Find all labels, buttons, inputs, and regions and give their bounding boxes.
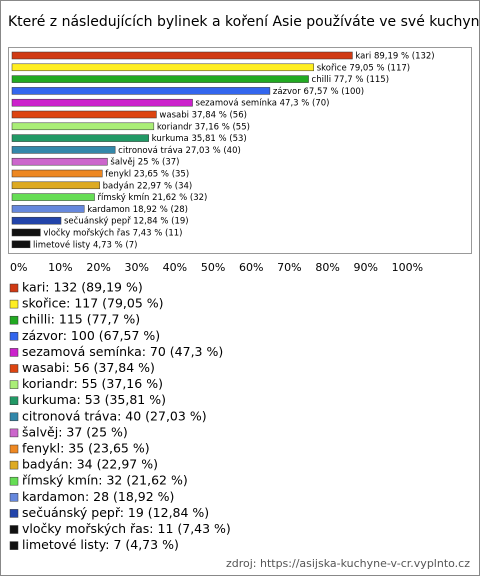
legend-marker	[9, 509, 19, 518]
bar	[11, 51, 353, 60]
legend-marker	[9, 493, 19, 502]
x-tick-label: 80%	[315, 261, 339, 274]
value-label: limetové listy 4,73 % (7)	[33, 239, 137, 250]
legend-label: fenykl: 35 (23,65 %)	[22, 441, 150, 456]
legend-label: kurkuma: 53 (35,81 %)	[22, 392, 166, 407]
x-tick-label: 30%	[125, 261, 149, 274]
legend-label: vločky mořských řas: 11 (7,43 %)	[22, 521, 231, 536]
bar	[11, 98, 193, 107]
legend-label: sečuánský pepř: 19 (12,84 %)	[22, 505, 209, 520]
legend-marker	[9, 444, 19, 454]
legend-label: badyán: 34 (22,97 %)	[22, 457, 158, 472]
legend-marker	[9, 428, 19, 438]
bar	[11, 75, 309, 83]
value-label: římský kmín 21,62 % (32)	[98, 193, 208, 203]
legend-label: římský kmín: 32 (21,62 %)	[22, 473, 188, 488]
bar	[11, 146, 116, 154]
legend-label: citronová tráva: 40 (27,03 %)	[22, 408, 207, 423]
value-label: sezamová semínka 47,3 % (70)	[196, 99, 330, 109]
value-label: chilli 77,7 % (115)	[312, 75, 389, 85]
legend-label: zázvor: 100 (67,57 %)	[22, 328, 160, 343]
bar	[11, 63, 314, 72]
value-label: kari 89,19 % (132)	[355, 52, 434, 62]
value-label: zázvor 67,57 % (100)	[273, 87, 364, 97]
bar	[11, 193, 95, 201]
bar	[11, 216, 62, 225]
legend-marker	[9, 396, 19, 405]
legend-marker	[9, 412, 19, 422]
x-tick-label: 0%	[10, 261, 27, 274]
legend-marker	[9, 380, 19, 389]
x-tick-label: 70%	[277, 261, 301, 274]
x-tick-label: 50%	[201, 261, 225, 274]
x-tick-label: 10%	[48, 261, 72, 274]
bar	[11, 181, 100, 190]
value-label: citronová tráva 27,03 % (40)	[118, 146, 241, 156]
bar	[11, 134, 149, 142]
legend-marker	[9, 348, 19, 357]
bar	[11, 110, 157, 119]
legend-label: skořice: 117 (79,05 %)	[22, 296, 164, 311]
bar	[11, 157, 108, 166]
bar	[11, 240, 31, 249]
legend-marker	[9, 315, 19, 325]
value-label: wasabi 37,84 % (56)	[159, 111, 247, 121]
legend-marker	[9, 364, 19, 373]
bar	[11, 87, 271, 95]
x-tick-label: 20%	[86, 261, 110, 274]
legend-marker	[9, 525, 19, 534]
legend-label: kardamon: 28 (18,92 %)	[22, 489, 174, 504]
legend-label: kari: 132 (89,19 %)	[22, 280, 143, 295]
legend-marker	[9, 299, 19, 309]
value-label: šalvěj 25 % (37)	[110, 157, 179, 168]
x-tick-label: 100%	[392, 261, 423, 274]
x-tick-label: 40%	[163, 261, 187, 274]
x-tick-label: 60%	[239, 261, 263, 274]
legend-marker	[9, 460, 19, 470]
legend-label: wasabi: 56 (37,84 %)	[22, 360, 155, 375]
legend-label: koriandr: 55 (37,16 %)	[22, 376, 163, 391]
legend-label: šalvěj: 37 (25 %)	[22, 424, 128, 439]
legend-marker	[9, 476, 19, 486]
value-label: sečuánský pepř 12,84 % (19)	[64, 216, 189, 227]
value-label: kurkuma 35,81 % (53)	[152, 134, 247, 144]
value-label: kardamon 18,92 % (28)	[87, 205, 188, 215]
value-label: koriandr 37,16 % (55)	[157, 122, 250, 132]
legend-label: sezamová semínka: 70 (47,3 %)	[22, 344, 223, 359]
bar	[11, 228, 41, 237]
value-label: fenykl 23,65 % (35)	[105, 170, 189, 180]
legend-marker	[9, 283, 19, 293]
source: zdroj: https://asijska-kuchyne-v-cr.vypl…	[226, 557, 470, 570]
legend-marker	[9, 541, 19, 550]
legend-marker	[9, 332, 19, 341]
bar	[11, 205, 85, 213]
bar	[11, 169, 103, 178]
x-tick-label: 90%	[354, 261, 378, 274]
legend-label: chilli: 115 (77,7 %)	[22, 312, 140, 327]
chart-title: Které z následujících bylinek a koření A…	[8, 14, 480, 30]
value-label: skořice 79,05 % (117)	[317, 63, 410, 73]
value-label: vločky mořských řas 7,43 % (11)	[43, 228, 182, 239]
bar	[11, 122, 155, 131]
legend-label: limetové listy: 7 (4,73 %)	[22, 537, 179, 552]
value-label: badyán 22,97 % (34)	[103, 181, 193, 191]
